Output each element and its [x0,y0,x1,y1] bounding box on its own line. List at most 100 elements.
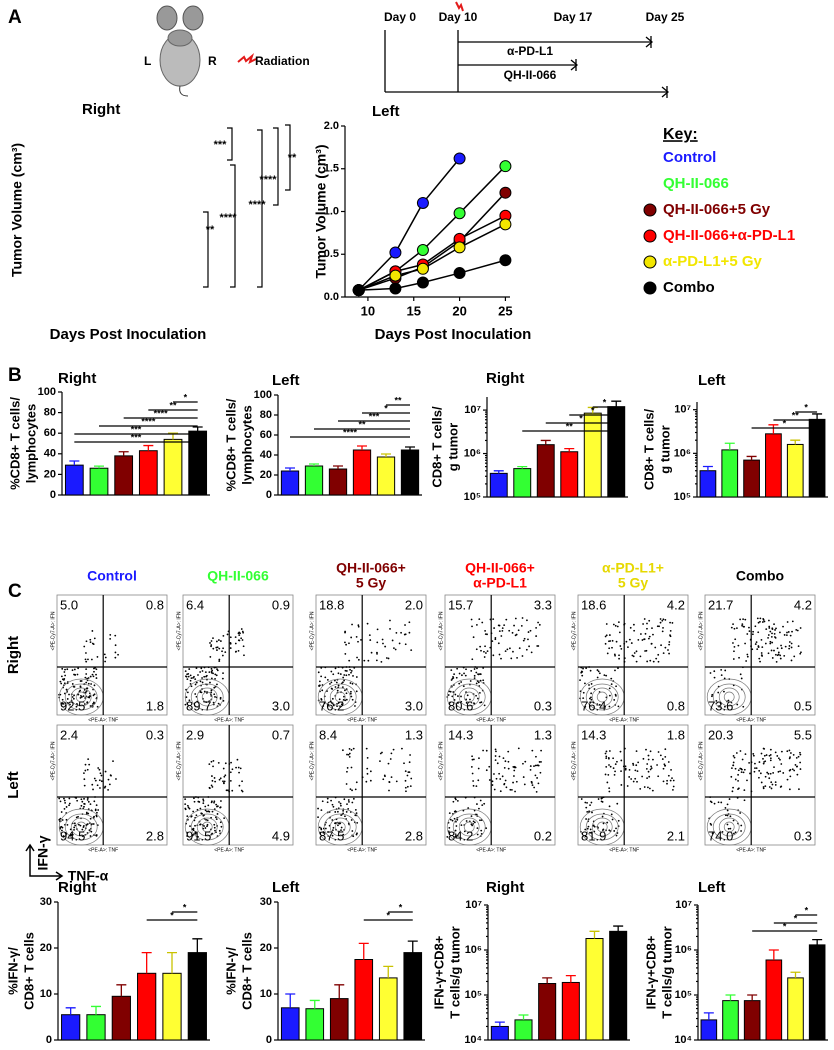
chart-title: Left [698,372,726,389]
event-dot [61,702,64,705]
event-dot [197,800,200,803]
event-dot [503,766,506,769]
y-axis-label: Tumor Volume (cm³) [313,144,329,278]
event-dot [390,776,393,779]
event-dot [330,681,333,684]
event-dot [344,669,347,672]
error-bar [309,999,320,1009]
event-dot [345,670,348,672]
event-dot [223,817,226,820]
event-dot [667,774,670,777]
y-tick-label: 30 [260,896,272,908]
event-dot [720,674,723,677]
data-point [389,269,402,282]
event-dot [344,653,347,655]
event-dot [495,750,497,753]
bar [743,1000,761,1041]
bar [376,456,396,496]
bar [560,451,579,498]
event-dot [86,797,89,800]
event-dot [213,777,216,779]
event-dot [109,774,112,777]
event-dot [351,682,354,685]
event-dot [318,680,321,683]
event-dot [61,667,64,670]
event-dot [469,680,472,682]
event-dot [730,626,733,629]
y-tick-label: 10⁵ [464,491,481,503]
event-dot [200,667,203,670]
bar [722,1000,739,1041]
bar [609,930,628,1041]
axis-tiny: <PE-Cy7-A>: IFN [309,741,315,780]
event-dot [596,669,599,671]
event-dot [523,637,526,640]
event-dot [209,656,212,658]
y-axis-label: T cells/g tumor [447,926,462,1018]
panel-label: B [8,365,22,386]
event-dot [608,634,611,636]
event-dot [190,677,193,680]
event-dot [762,787,765,790]
axis-tiny: <PE-A>: TNF [88,717,118,723]
plot-frame [704,724,816,846]
plot-frame [444,724,556,846]
quadrant-value: 18.6 [581,597,606,612]
event-dot [605,634,608,637]
event-dot [363,659,366,662]
event-dot [734,638,737,641]
event-dot [376,628,379,631]
event-dot [616,625,619,628]
event-dot [203,825,205,827]
event-dot [193,675,195,678]
event-dot [71,683,74,685]
event-dot [741,623,744,626]
bar [138,450,158,496]
event-dot [89,705,92,707]
event-dot [98,768,101,771]
event-dot [345,692,348,695]
event-dot [204,809,207,812]
event-dot [475,671,478,674]
event-dot [513,624,515,627]
event-dot [199,807,202,810]
bar [187,952,207,1041]
event-dot [221,650,223,653]
event-dot [331,834,334,837]
event-dot [756,617,759,620]
contour [723,691,735,703]
y-tick-label: 80 [44,407,56,419]
event-dot [717,691,720,694]
bar [743,459,760,498]
event-dot [732,623,734,626]
event-dot [488,765,491,768]
error-bar [565,974,576,983]
axis-arrows [25,843,64,881]
event-dot [737,769,740,772]
event-dot [345,811,348,813]
event-dot [454,835,457,838]
event-dot [504,760,507,763]
event-dot [536,777,538,779]
data-point [389,282,402,295]
event-dot [338,801,340,803]
event-dot [669,629,672,632]
data-point [416,243,429,256]
bar [354,959,374,1041]
axis-tiny: <PE-A>: TNF [214,717,244,723]
event-dot [345,783,348,785]
event-dot [99,772,102,775]
event-dot [476,667,478,670]
event-dot [449,818,452,821]
event-dot [90,830,93,833]
event-dot [533,765,535,768]
bar [86,1014,106,1041]
event-dot [317,807,319,810]
event-dot [517,629,520,632]
contour [64,813,98,841]
event-dot [357,640,359,643]
event-dot [451,819,454,822]
event-dot [769,640,772,643]
event-dot [768,777,771,780]
